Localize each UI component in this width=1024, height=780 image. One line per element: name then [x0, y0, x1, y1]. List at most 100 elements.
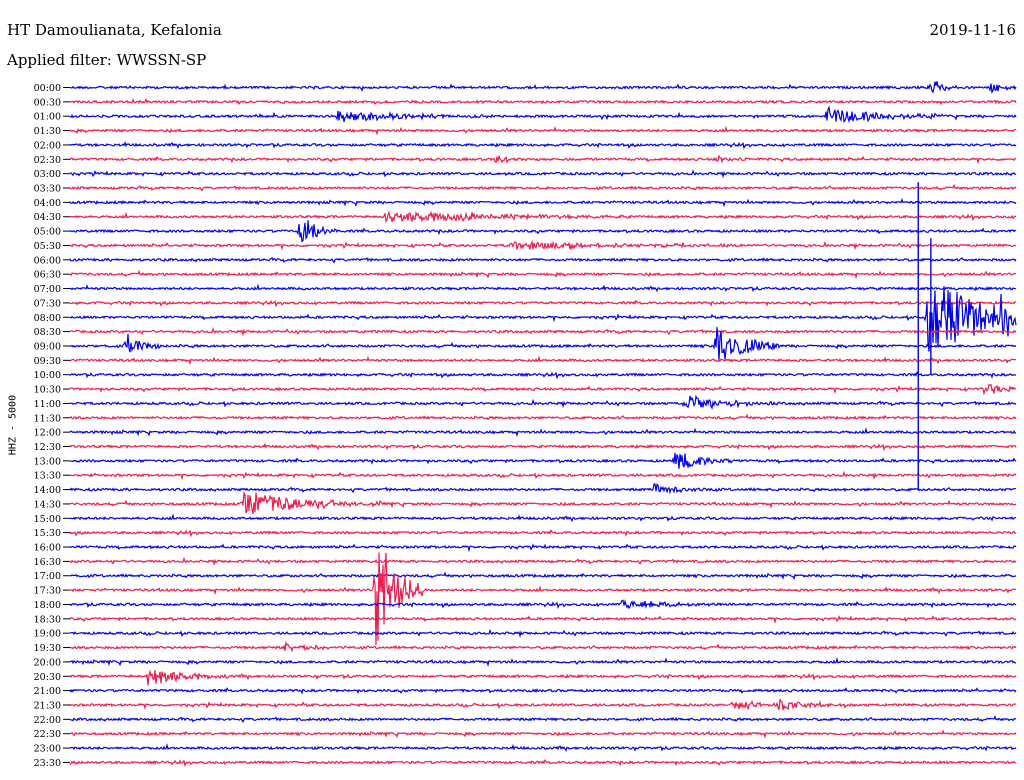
row-time-label: 07:00	[34, 284, 61, 295]
trace-line-2230	[69, 729, 1017, 739]
row-time-label: 06:30	[34, 270, 61, 281]
row-time-label: 04:00	[34, 198, 61, 209]
trace-line-0700	[69, 283, 1017, 293]
row-time-label: 14:30	[34, 499, 61, 510]
trace-line-0330	[69, 183, 1017, 192]
trace-line-0030	[69, 97, 1017, 106]
trace-line-0430	[70, 210, 1017, 223]
row-time-label: 19:00	[34, 629, 61, 640]
row-time-label: 14:00	[34, 485, 61, 496]
trace-line-0200	[69, 140, 1017, 150]
trace-line-0530	[69, 239, 1017, 251]
row-time-label: 11:00	[34, 399, 61, 410]
trace-line-0630	[69, 270, 1016, 280]
filter-label: Applied filter: WWSSN-SP	[7, 51, 207, 69]
trace-line-0230	[69, 154, 1017, 165]
trace-line-0000	[70, 81, 1017, 94]
trace-line-1330	[69, 470, 1017, 481]
trace-line-1730	[69, 552, 1017, 646]
trace-line-1630	[69, 556, 1017, 567]
trace-line-1200	[69, 427, 1016, 438]
row-time-label: 15:00	[34, 514, 61, 525]
row-time-label: 00:00	[34, 83, 61, 94]
row-time-label: 03:00	[34, 169, 61, 180]
trace-line-1500	[69, 513, 1017, 523]
trace-line-1930	[69, 640, 1017, 653]
row-time-label: 03:30	[34, 184, 61, 195]
row-time-label: 23:00	[34, 744, 61, 755]
trace-line-2130	[69, 698, 1017, 711]
row-time-label: 01:00	[34, 112, 61, 123]
trace-line-0600	[69, 256, 1017, 264]
trace-line-1900	[69, 628, 1017, 639]
row-time-label: 07:30	[34, 298, 61, 309]
row-time-label: 22:30	[34, 729, 61, 740]
row-time-label: 10:30	[34, 385, 61, 396]
trace-line-1130	[69, 413, 1017, 421]
row-time-label: 19:30	[34, 643, 61, 654]
row-time-label: 22:00	[34, 715, 61, 726]
trace-line-2300	[69, 743, 1017, 752]
trace-line-0930	[69, 355, 1017, 366]
record-date: 2019-11-16	[929, 21, 1016, 39]
trace-line-1230	[69, 442, 1017, 452]
row-time-label: 01:30	[34, 126, 61, 137]
row-time-label: 00:30	[34, 97, 61, 108]
row-time-label: 12:00	[34, 428, 61, 439]
row-time-label: 13:30	[34, 471, 61, 482]
row-time-label: 08:00	[34, 313, 61, 324]
row-time-label: 16:30	[34, 557, 61, 568]
trace-line-1700	[70, 571, 1017, 581]
trace-line-2030	[69, 669, 1017, 686]
row-time-label: 17:00	[34, 571, 61, 582]
trace-line-2100	[69, 687, 1017, 695]
row-time-label: 20:30	[34, 672, 61, 683]
row-time-label: 15:30	[34, 528, 61, 539]
row-time-label: 05:30	[34, 241, 61, 252]
trace-line-1600	[69, 543, 1017, 553]
trace-line-1000	[69, 371, 1017, 380]
row-time-label: 12:30	[34, 442, 61, 453]
trace-line-0830	[69, 326, 1017, 337]
trace-line-0730	[70, 299, 1016, 308]
row-time-label: 02:00	[34, 140, 61, 151]
trace-line-1100	[69, 394, 1017, 410]
trace-line-0800	[69, 286, 1017, 352]
trace-line-1400	[69, 483, 1017, 495]
row-time-label: 20:00	[34, 657, 61, 668]
trace-line-2330	[69, 758, 1017, 768]
row-time-label: 18:00	[34, 600, 61, 611]
row-time-label: 02:30	[34, 155, 61, 166]
trace-line-0900	[69, 327, 1017, 362]
row-time-label: 17:30	[34, 586, 61, 597]
trace-line-2200	[69, 715, 1017, 724]
row-time-label: 23:30	[34, 758, 61, 769]
trace-line-1430	[69, 491, 1017, 515]
row-time-label: 10:00	[34, 370, 61, 381]
station-title: HT Damoulianata, Kefalonia	[7, 21, 222, 39]
trace-line-0400	[69, 197, 1017, 208]
trace-line-2000	[69, 656, 1017, 667]
row-time-label: 11:30	[34, 413, 61, 424]
row-time-label: 09:00	[34, 341, 61, 352]
row-time-label: 09:30	[34, 356, 61, 367]
row-time-label: 21:00	[34, 686, 61, 697]
row-time-label: 13:00	[34, 456, 61, 467]
trace-line-0130	[70, 125, 1017, 136]
row-time-label: 18:30	[34, 614, 61, 625]
trace-line-1800	[69, 599, 1017, 610]
row-time-label: 05:00	[34, 227, 61, 238]
row-time-label: 08:30	[34, 327, 61, 338]
row-time-label: 21:30	[34, 700, 61, 711]
row-time-label: 16:00	[34, 543, 61, 554]
row-time-label: 06:00	[34, 255, 61, 266]
trace-line-0500	[69, 220, 1017, 243]
trace-line-0300	[69, 169, 1017, 179]
trace-line-1030	[69, 383, 1017, 396]
row-time-label: 04:30	[34, 212, 61, 223]
trace-line-0100	[69, 105, 1017, 124]
trace-line-1530	[69, 529, 1017, 538]
trace-line-1300	[69, 452, 1017, 469]
trace-line-1830	[69, 615, 1017, 625]
